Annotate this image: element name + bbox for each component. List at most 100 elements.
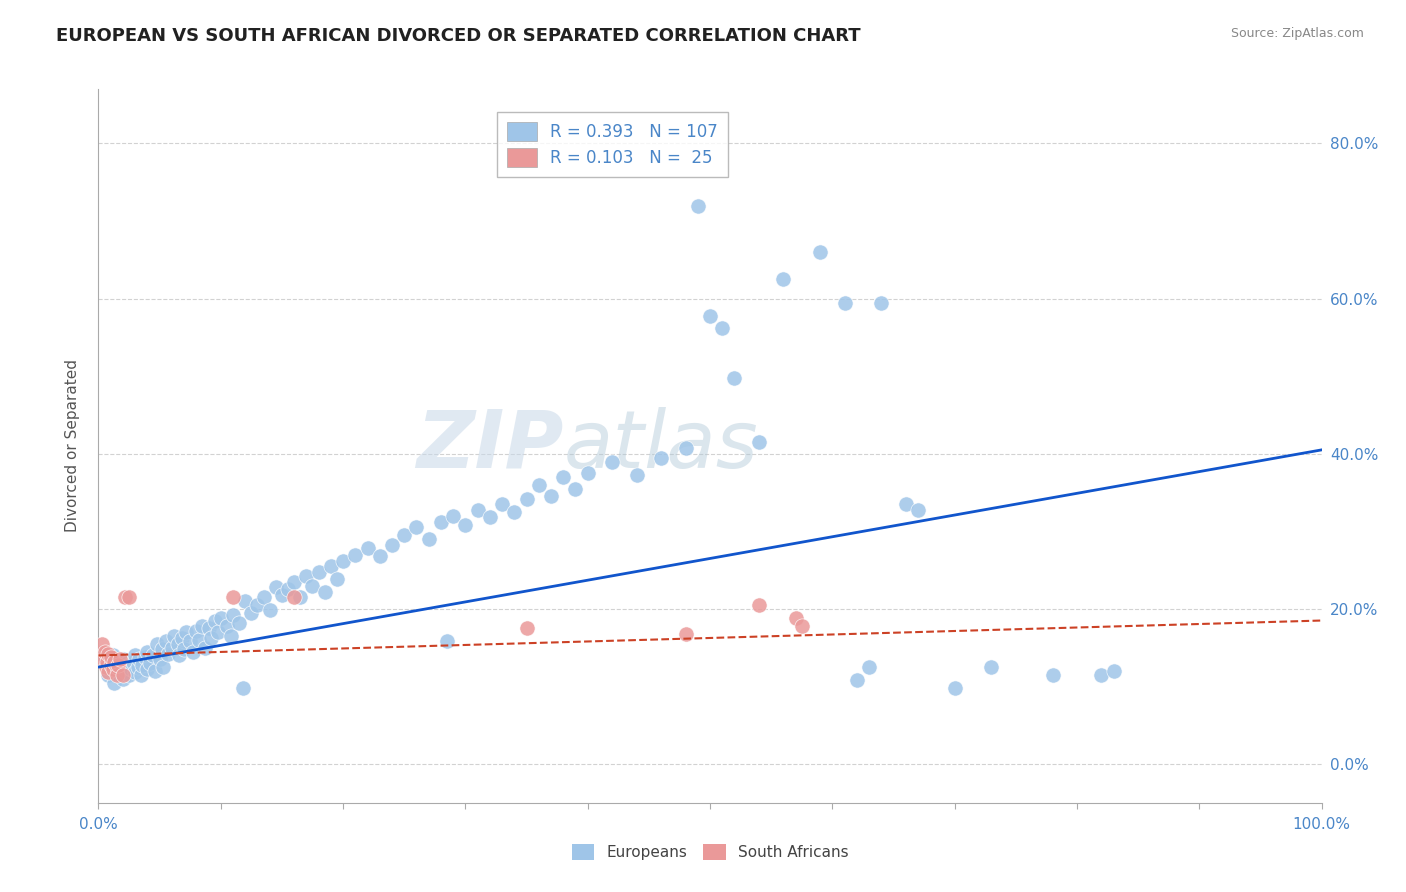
Point [454,518,477,533]
Point [1042,668,1064,682]
Point [197,621,219,635]
Point [194,640,217,655]
Point [186,624,208,638]
Point [204,614,226,628]
Point [93,644,115,658]
Point [564,482,586,496]
Point [675,626,697,640]
Point [100,650,122,665]
Text: ZIP: ZIP [416,407,564,485]
Point [209,611,232,625]
Point [790,619,813,633]
Point [527,477,550,491]
Point [108,668,131,682]
Point [215,619,238,633]
Point [152,660,174,674]
Point [97,665,120,680]
Point [600,454,623,468]
Text: EUROPEAN VS SOUTH AFRICAN DIVORCED OR SEPARATED CORRELATION CHART: EUROPEAN VS SOUTH AFRICAN DIVORCED OR SE… [56,27,860,45]
Point [259,603,281,617]
Point [97,668,120,682]
Point [368,549,391,563]
Point [114,591,136,605]
Point [314,584,336,599]
Point [405,520,427,534]
Point [870,295,893,310]
Point [187,632,209,647]
Point [155,634,177,648]
Point [277,582,299,597]
Point [167,648,190,663]
Point [283,591,305,605]
Point [283,574,305,589]
Point [748,435,770,450]
Point [441,508,464,523]
Point [107,657,129,672]
Point [146,637,169,651]
Point [149,652,172,666]
Point [170,632,193,646]
Point [553,470,575,484]
Point [219,629,242,643]
Point [319,559,342,574]
Point [270,588,294,602]
Point [503,505,526,519]
Point [103,655,125,669]
Legend: R = 0.393   N = 107, R = 0.103   N =  25: R = 0.393 N = 107, R = 0.103 N = 25 [496,112,728,177]
Point [101,662,124,676]
Point [332,554,354,568]
Point [626,468,648,483]
Point [101,648,124,663]
Point [381,538,404,552]
Point [1090,668,1112,682]
Point [142,648,165,663]
Point [264,580,287,594]
Point [124,648,146,663]
Point [894,497,917,511]
Point [290,591,312,605]
Point [173,642,195,657]
Point [118,668,141,682]
Point [115,656,138,670]
Point [1102,664,1125,678]
Point [91,652,114,666]
Point [943,681,966,695]
Point [97,647,120,661]
Point [191,619,214,633]
Point [139,656,162,670]
Text: atlas: atlas [564,407,758,485]
Point [94,660,117,674]
Point [181,644,204,658]
Point [540,490,562,504]
Point [105,660,128,674]
Point [111,652,134,666]
Point [222,608,245,623]
Point [110,660,132,674]
Point [100,657,122,672]
Point [179,634,201,648]
Point [91,637,114,651]
Point [515,491,537,506]
Point [111,668,134,682]
Point [100,660,122,674]
Point [200,631,222,645]
Point [430,515,453,529]
Point [118,657,141,672]
Point [105,668,128,682]
Point [233,594,256,608]
Point [491,497,513,511]
Point [748,598,770,612]
Text: Source: ZipAtlas.com: Source: ZipAtlas.com [1230,27,1364,40]
Point [143,664,166,678]
Point [136,662,159,676]
Point [785,611,807,625]
Point [207,625,229,640]
Point [136,644,159,658]
Point [157,647,180,661]
Point [105,664,128,678]
Point [650,450,672,465]
Point [344,548,367,562]
Point [808,245,831,260]
Point [110,652,132,666]
Point [515,621,537,635]
